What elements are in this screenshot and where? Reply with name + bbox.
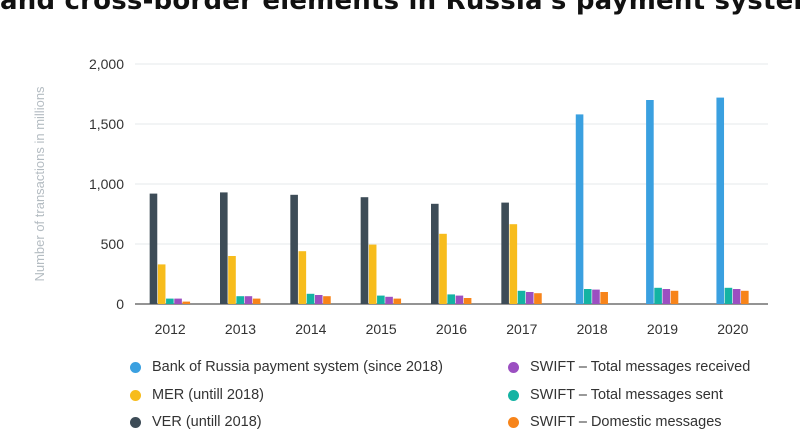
- y-tick-label: 1,500: [89, 116, 124, 132]
- bar: [439, 233, 447, 304]
- x-tick-label: 2012: [155, 321, 186, 337]
- bar: [534, 293, 542, 304]
- y-tick-label: 0: [116, 296, 124, 312]
- x-tick-label: 2014: [295, 321, 326, 337]
- bar: [166, 298, 174, 304]
- bar: [220, 192, 228, 304]
- bar: [501, 202, 509, 304]
- bar: [575, 114, 584, 305]
- x-tick-label: 2015: [366, 321, 397, 337]
- bar: [360, 197, 369, 304]
- bar: [323, 296, 331, 304]
- bar: [662, 289, 671, 304]
- bar: [385, 296, 393, 304]
- bar: [228, 256, 236, 304]
- bar: [455, 295, 464, 304]
- x-tick-label: 2019: [647, 321, 678, 337]
- bar: [298, 251, 307, 304]
- y-tick-label: 500: [101, 236, 125, 252]
- y-tick-label: 1,000: [89, 176, 124, 192]
- bar: [377, 295, 385, 304]
- y-tick-label: 2,000: [89, 56, 124, 72]
- bar: [393, 298, 402, 304]
- bar: [600, 292, 608, 304]
- bar: [525, 292, 534, 304]
- bar: [252, 298, 261, 304]
- bar: [583, 289, 592, 304]
- x-tick-label: 2017: [506, 321, 537, 337]
- bar: [182, 301, 191, 304]
- bar: [447, 294, 455, 304]
- bar: [290, 194, 298, 304]
- bar: [157, 264, 166, 304]
- bar: [431, 203, 439, 304]
- chart-title: and cross-border elements in Russia's pa…: [0, 0, 800, 16]
- bar: [236, 296, 244, 304]
- bar: [732, 289, 741, 304]
- bar: [314, 295, 323, 304]
- bar: [724, 287, 733, 304]
- bar: [517, 290, 526, 304]
- bar: [306, 293, 315, 304]
- y-axis-label: Number of transactions in millions: [32, 86, 47, 282]
- x-tick-label: 2016: [436, 321, 467, 337]
- bar: [244, 296, 253, 304]
- bar: [509, 224, 518, 304]
- bar: [463, 298, 472, 304]
- bar: [741, 290, 749, 304]
- bar: [174, 298, 182, 304]
- bar: [670, 290, 679, 304]
- x-tick-label: 2018: [577, 321, 608, 337]
- x-tick-label: 2020: [717, 321, 748, 337]
- x-tick-label: 2013: [225, 321, 256, 337]
- bar: [646, 100, 654, 304]
- bar: [368, 244, 377, 304]
- bar: [654, 287, 662, 304]
- bar: [149, 193, 158, 304]
- bar: [592, 289, 600, 304]
- bar: [716, 97, 725, 304]
